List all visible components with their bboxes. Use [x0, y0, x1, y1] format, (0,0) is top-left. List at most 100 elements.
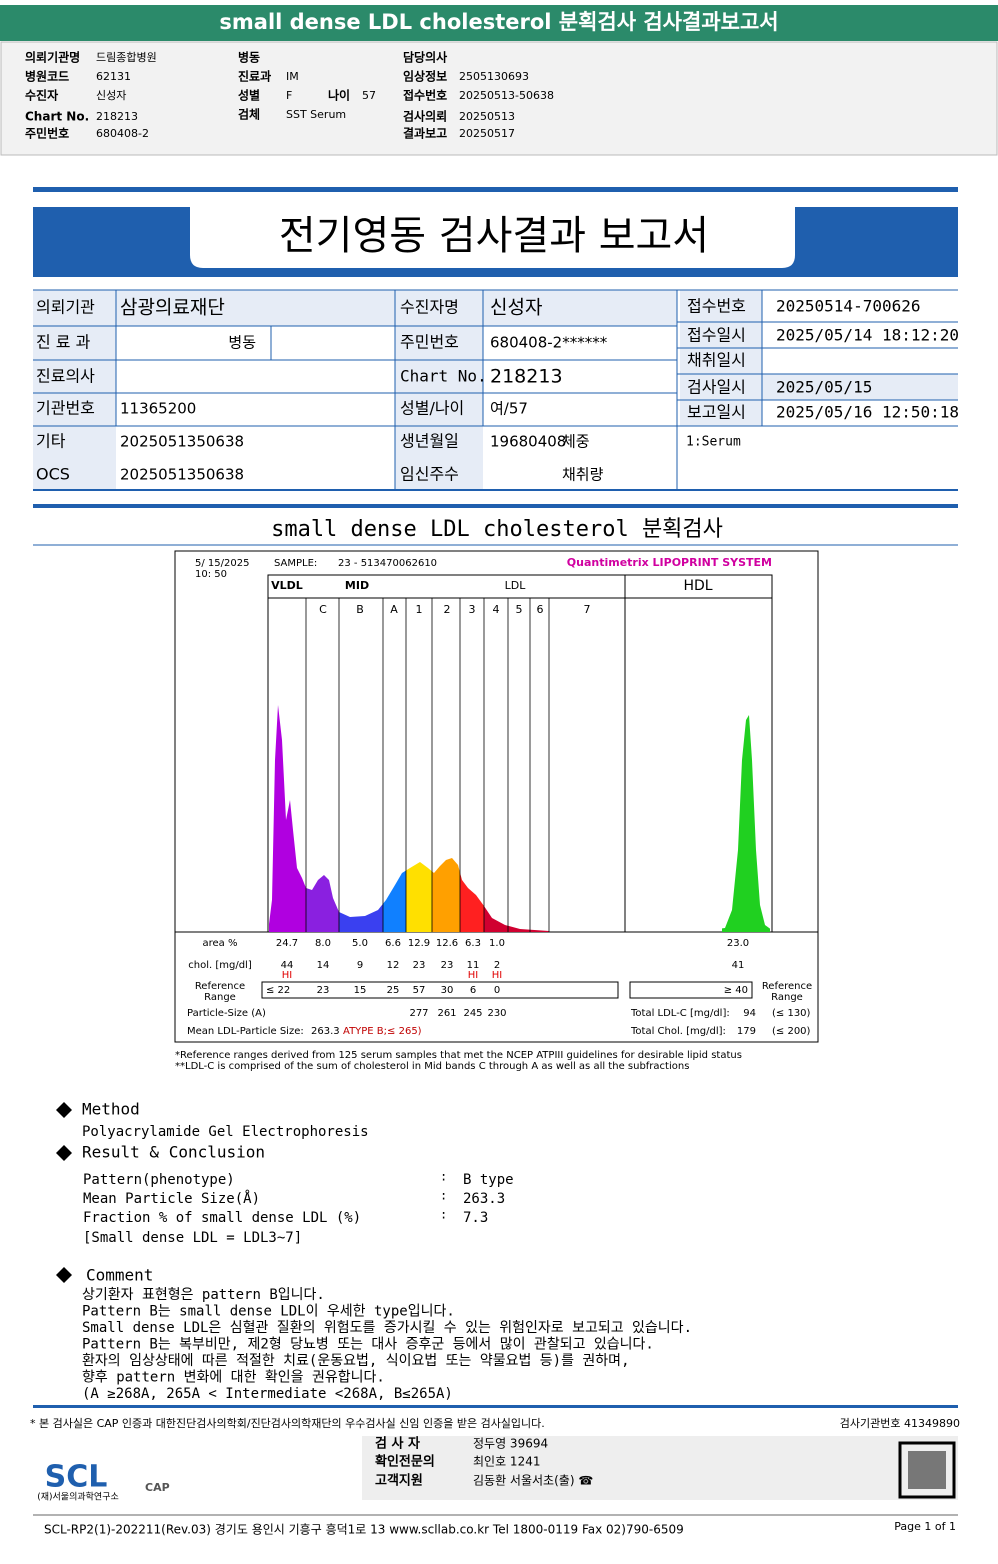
- bullet: [56, 1102, 72, 1118]
- text: SCL-RP2(1)-202211(Rev.03) 경기도 용인시 기흥구 흥덕…: [44, 1523, 684, 1537]
- band-label: 4: [493, 603, 500, 616]
- cell-label: 접수번호: [687, 297, 746, 316]
- text: 179: [737, 1026, 756, 1037]
- field-value: F: [286, 89, 292, 102]
- text: 7.3: [463, 1210, 488, 1226]
- comment-line: 향후 pattern 변화에 대한 확인을 권유합니다.: [82, 1370, 385, 1386]
- cell-value: 2025/05/14 18:12:20: [776, 326, 959, 345]
- text: Pattern(phenotype): [83, 1172, 235, 1188]
- band-label: 1: [416, 603, 423, 616]
- area-value: 1.0: [489, 938, 505, 949]
- chol-value: 14: [317, 960, 330, 971]
- field-value: 신성자: [96, 89, 126, 102]
- band-label: 7: [584, 603, 591, 616]
- rule: [33, 1405, 958, 1408]
- text: 94: [743, 1008, 756, 1019]
- field-label: 검사의뢰: [403, 109, 447, 124]
- ref-value: 23: [317, 985, 330, 996]
- cell-label: 접수일시: [687, 326, 746, 345]
- text: (≤ 130): [772, 1008, 811, 1019]
- cell-value: 11365200: [120, 400, 196, 418]
- header-info: [0, 41, 998, 156]
- curve-segment: [460, 872, 484, 932]
- label-cell: [680, 290, 762, 426]
- ref-value: ≤ 22: [266, 985, 290, 996]
- band-label: A: [390, 603, 398, 616]
- ref-value: 0: [494, 985, 500, 996]
- section-title: small dense LDL cholesterol 분획검사: [271, 517, 723, 542]
- field-value: 2505130693: [459, 70, 529, 83]
- cell-label: 채취량: [562, 466, 604, 484]
- text: Polyacrylamide Gel Electrophoresis: [82, 1124, 369, 1140]
- field-value: 20250513: [459, 110, 515, 123]
- text: Page 1 of 1: [894, 1520, 956, 1533]
- label-cell: [483, 290, 677, 326]
- area-value: 23.0: [727, 938, 749, 949]
- chol-value: 11: [467, 960, 480, 971]
- band-label: B: [356, 603, 364, 616]
- cell-value: 680408-2******: [490, 334, 608, 352]
- field-value: 680408-2: [96, 127, 149, 140]
- text: 김동환 서울서초(출) ☎: [473, 1474, 593, 1488]
- area-value: 12.9: [408, 938, 430, 949]
- curve-segment: [406, 862, 432, 932]
- text: 263.3: [311, 1026, 340, 1037]
- field-label: 결과보고: [403, 126, 447, 141]
- text: :: [440, 1170, 447, 1184]
- rule: [33, 504, 958, 508]
- chol-value: 23: [413, 960, 426, 971]
- field-label: 접수번호: [403, 88, 447, 103]
- comment-line: (A ≥268A, 265A < Intermediate <268A, B≤2…: [82, 1386, 453, 1402]
- text: Reference: [762, 981, 812, 992]
- cell-label: 생년월일: [400, 432, 459, 451]
- field-value: 62131: [96, 70, 131, 83]
- text: **LDL-C is comprised of the sum of chole…: [175, 1061, 689, 1072]
- field-label: 의뢰기관명: [25, 50, 80, 65]
- field-value: 20250517: [459, 127, 515, 140]
- group-label: HDL: [683, 578, 712, 594]
- cell-label: 진료의사: [36, 367, 95, 386]
- text: CAP: [145, 1481, 170, 1494]
- field-label: 성별: [238, 88, 260, 103]
- cell-value: 신성자: [490, 297, 542, 319]
- text: :: [440, 1189, 447, 1203]
- ref-value: 15: [354, 985, 367, 996]
- field-value: 218213: [96, 110, 138, 123]
- text: Total LDL-C [mg/dl]:: [630, 1008, 730, 1019]
- info-table: [33, 289, 958, 491]
- cell-value: 삼광의료재단: [120, 297, 225, 319]
- cell-value: 218213: [490, 366, 563, 388]
- staff-box: [362, 1436, 958, 1500]
- chol-value: 9: [357, 960, 363, 971]
- band-label: C: [319, 603, 327, 616]
- field-value: 20250513-50638: [459, 89, 554, 102]
- ref-value: 57: [413, 985, 426, 996]
- text: area %: [203, 938, 238, 949]
- particle-size: 261: [437, 1008, 456, 1019]
- section-heading: Comment: [86, 1266, 153, 1285]
- cell-label: OCS: [36, 465, 70, 484]
- field-label: 검체: [238, 107, 260, 122]
- text: Reference: [195, 981, 245, 992]
- curve-segment: [306, 875, 339, 932]
- text: 263.3: [463, 1191, 505, 1207]
- logo: SCL: [45, 1460, 108, 1495]
- text: *Reference ranges derived from 125 serum…: [175, 1050, 742, 1061]
- text: (재)서울의과학연구소: [37, 1492, 119, 1503]
- flag: HI: [468, 970, 478, 981]
- field-value: IM: [286, 70, 299, 83]
- area-value: 5.0: [352, 938, 368, 949]
- curve-segment: [339, 903, 383, 932]
- text: 최인호 1241: [473, 1455, 540, 1469]
- area-value: 12.6: [436, 938, 458, 949]
- flag: HI: [492, 970, 502, 981]
- particle-size: 245: [463, 1008, 482, 1019]
- bullet: [56, 1267, 72, 1283]
- curve-segment: [484, 906, 549, 932]
- chol-value: 12: [387, 960, 400, 971]
- particle-size: 230: [487, 1008, 506, 1019]
- area-value: 24.7: [276, 938, 298, 949]
- chol-value: 41: [732, 960, 745, 971]
- label-cell: [33, 290, 116, 490]
- text: Mean Particle Size(Å): [83, 1190, 260, 1207]
